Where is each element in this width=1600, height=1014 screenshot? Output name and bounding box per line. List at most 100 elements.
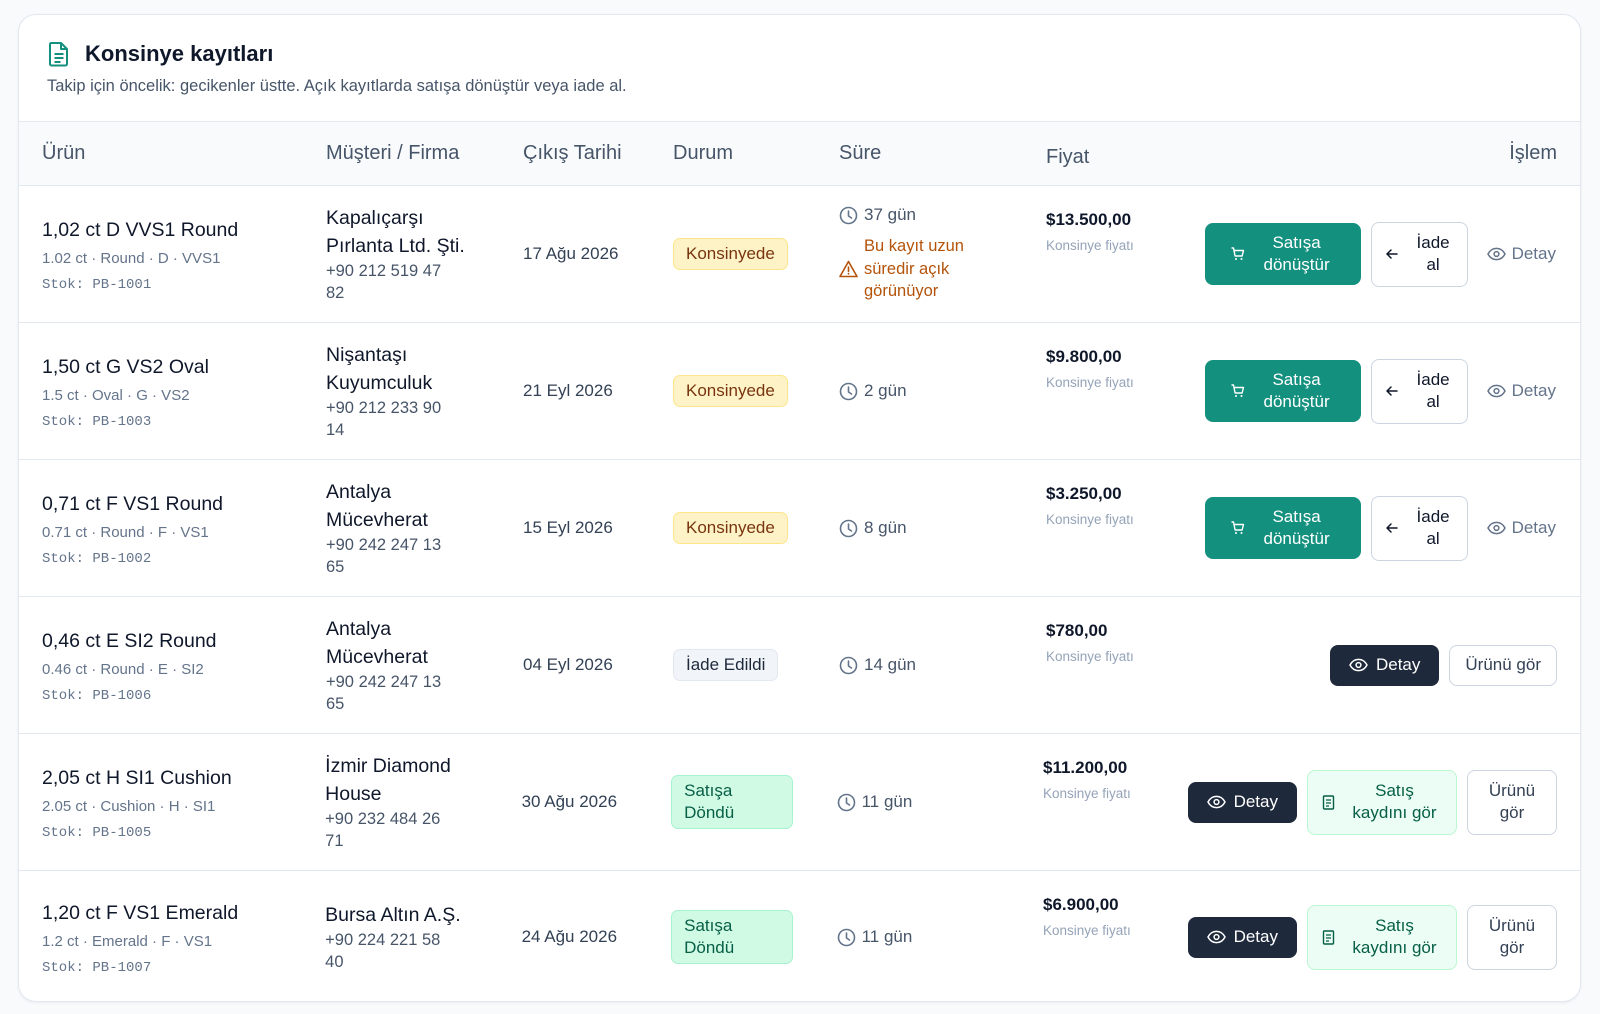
status-badge: Konsinyede	[673, 375, 788, 407]
duration: 2 gün	[839, 381, 1046, 401]
button-label: İade al	[1416, 233, 1450, 274]
status-badge: Konsinyede	[673, 512, 788, 544]
checkout-date: 17 Ağu 2026	[523, 244, 619, 263]
product-cell: 1,20 ct F VS1 Emerald 1.2 ct · Emerald · …	[19, 899, 325, 976]
status-cell: Konsinyede	[673, 375, 839, 407]
customer-phone: +90 212 233 90 14	[326, 399, 442, 439]
convert-button[interactable]: Satışa dönüştür	[1204, 223, 1361, 285]
eye-icon	[1486, 247, 1506, 261]
price: $780,00	[1046, 621, 1108, 640]
button-label: Detay	[1511, 381, 1556, 400]
product-specs: 1.02 ct · Round · D · VVS1	[42, 249, 221, 267]
subtitle: Takip için öncelik: gecikenler üstte. Aç…	[47, 77, 627, 95]
status-cell: Konsinyede	[673, 512, 839, 544]
duration: 14 gün	[839, 655, 1046, 675]
customer-cell: Antalya Mücevherat +90 242 247 13 65	[326, 615, 523, 715]
receipt-icon	[1322, 794, 1335, 810]
customer-name: Antalya Mücevherat	[326, 618, 428, 668]
actions-cell: Detay Satış kaydını gör Ürünü gör	[1187, 769, 1580, 835]
outline-button[interactable]: Ürünü gör	[1466, 904, 1557, 970]
column-header: Ürün	[42, 142, 86, 164]
outline-button[interactable]: Ürünü gör	[1466, 769, 1557, 835]
button-label: Detay	[1233, 792, 1278, 811]
table-row: 0,71 ct F VS1 Round 0.71 ct · Round · F ·…	[19, 460, 1580, 597]
table-row: 1,02 ct D VVS1 Round 1.02 ct · Round · D …	[19, 186, 1580, 323]
return-button[interactable]: İade al	[1370, 495, 1468, 561]
customer-name: Kapalıçarşı Pırlanta Ltd. Şti.	[326, 207, 465, 257]
product-name: 0,71 ct F VS1 Round	[42, 492, 224, 515]
eye-icon	[1206, 930, 1226, 944]
detail-button[interactable]: Detay	[1187, 916, 1297, 958]
status-badge: Konsinyede	[673, 238, 788, 270]
detail-button[interactable]: Detay	[1329, 644, 1440, 686]
product-cell: 2,05 ct H SI1 Cushion 2.05 ct · Cushion ·…	[19, 764, 325, 841]
return-button[interactable]: İade al	[1370, 221, 1468, 287]
stock-code: Stok: PB-1006	[42, 687, 152, 704]
price-note: Konsinye fiyatı	[1046, 512, 1134, 527]
actions-cell: Detay Ürünü gör	[1191, 644, 1580, 686]
price: $13.500,00	[1046, 210, 1132, 229]
status-cell: Satışa Döndü	[671, 910, 837, 964]
price: $9.800,00	[1046, 347, 1122, 366]
button-label: İade al	[1416, 370, 1450, 411]
return-button[interactable]: İade al	[1370, 358, 1468, 424]
outline-button[interactable]: Ürünü gör	[1449, 644, 1557, 686]
price-note: Konsinye fiyatı	[1046, 238, 1134, 253]
button-label: Detay	[1511, 518, 1556, 537]
duration-text: 37 gün	[864, 205, 916, 225]
price-note: Konsinye fiyatı	[1043, 786, 1131, 801]
price-cell: $3.250,00 Konsinye fiyatı	[1046, 460, 1191, 527]
link-button[interactable]: Detay	[1478, 242, 1557, 266]
product-cell: 0,46 ct E SI2 Round 0.46 ct · Round · E ·…	[19, 627, 326, 704]
duration-cell: 11 gün	[837, 792, 1043, 812]
convert-button[interactable]: Satışa dönüştür	[1204, 360, 1361, 422]
product-specs: 1.5 ct · Oval · G · VS2	[42, 386, 190, 404]
customer-name: Nişantaşı Kuyumculuk	[326, 344, 433, 394]
sale-button[interactable]: Satış kaydını gör	[1306, 769, 1457, 835]
customer-cell: Antalya Mücevherat +90 242 247 13 65	[326, 478, 523, 578]
customer-phone: +90 224 221 58 40	[325, 931, 441, 971]
product-name: 1,02 ct D VVS1 Round	[42, 218, 239, 241]
price-cell: $9.800,00 Konsinye fiyatı	[1046, 323, 1191, 390]
customer-phone: +90 242 247 13 65	[326, 536, 442, 576]
eye-icon	[1349, 658, 1368, 672]
price-cell: $11.200,00 Konsinye fiyatı	[1043, 734, 1188, 801]
actions-cell: Satışa dönüştür İade al Detay	[1191, 495, 1580, 561]
column-header: Fiyat	[1046, 146, 1090, 168]
consignment-card: Konsinye kayıtları Takip için öncelik: g…	[18, 14, 1581, 1002]
duration: 11 gün	[837, 792, 1043, 812]
stock-code: Stok: PB-1005	[42, 824, 152, 841]
actions-cell: Satışa dönüştür İade al Detay	[1191, 358, 1580, 424]
price-note: Konsinye fiyatı	[1043, 923, 1131, 938]
price-cell: $6.900,00 Konsinye fiyatı	[1043, 871, 1188, 938]
convert-button[interactable]: Satışa dönüştür	[1204, 497, 1361, 559]
duration-text: 11 gün	[861, 792, 913, 811]
product-specs: 2.05 ct · Cushion · H · SI1	[42, 797, 216, 815]
price-note: Konsinye fiyatı	[1046, 649, 1134, 664]
warn-icon	[839, 260, 858, 278]
customer-cell: Kapalıçarşı Pırlanta Ltd. Şti. +90 212 51…	[326, 204, 523, 304]
clock-icon	[837, 928, 855, 946]
detail-button[interactable]: Detay	[1187, 781, 1297, 823]
sale-button[interactable]: Satış kaydını gör	[1306, 904, 1457, 970]
price: $6.900,00	[1043, 895, 1119, 914]
product-cell: 1,02 ct D VVS1 Round 1.02 ct · Round · D …	[19, 216, 326, 293]
link-button[interactable]: Detay	[1478, 379, 1557, 403]
stock-code: Stok: PB-1007	[42, 959, 152, 976]
product-name: 2,05 ct H SI1 Cushion	[42, 766, 232, 789]
customer-phone: +90 212 519 47 82	[326, 262, 442, 302]
column-header: Durum	[673, 142, 734, 164]
product-cell: 1,50 ct G VS2 Oval 1.5 ct · Oval · G · VS…	[19, 353, 326, 430]
warning-text: Bu kayıt uzun süredir açık görünüyor	[864, 237, 964, 301]
link-button[interactable]: Detay	[1478, 516, 1557, 540]
date-cell: 21 Eyl 2026	[523, 381, 673, 401]
duration-cell: 8 gün	[839, 518, 1046, 538]
column-header: Çıkış Tarihi	[523, 142, 622, 164]
overdue-warning: Bu kayıt uzun süredir açık görünüyor	[839, 235, 1046, 303]
price-cell: $13.500,00 Konsinye fiyatı	[1046, 186, 1191, 253]
price-cell: $780,00 Konsinye fiyatı	[1046, 597, 1191, 664]
date-cell: 30 Ağu 2026	[522, 792, 672, 812]
customer-cell: İzmir Diamond House +90 232 484 26 71	[325, 752, 521, 852]
column-header: İşlem	[1509, 142, 1557, 164]
stock-code: Stok: PB-1002	[42, 550, 152, 567]
